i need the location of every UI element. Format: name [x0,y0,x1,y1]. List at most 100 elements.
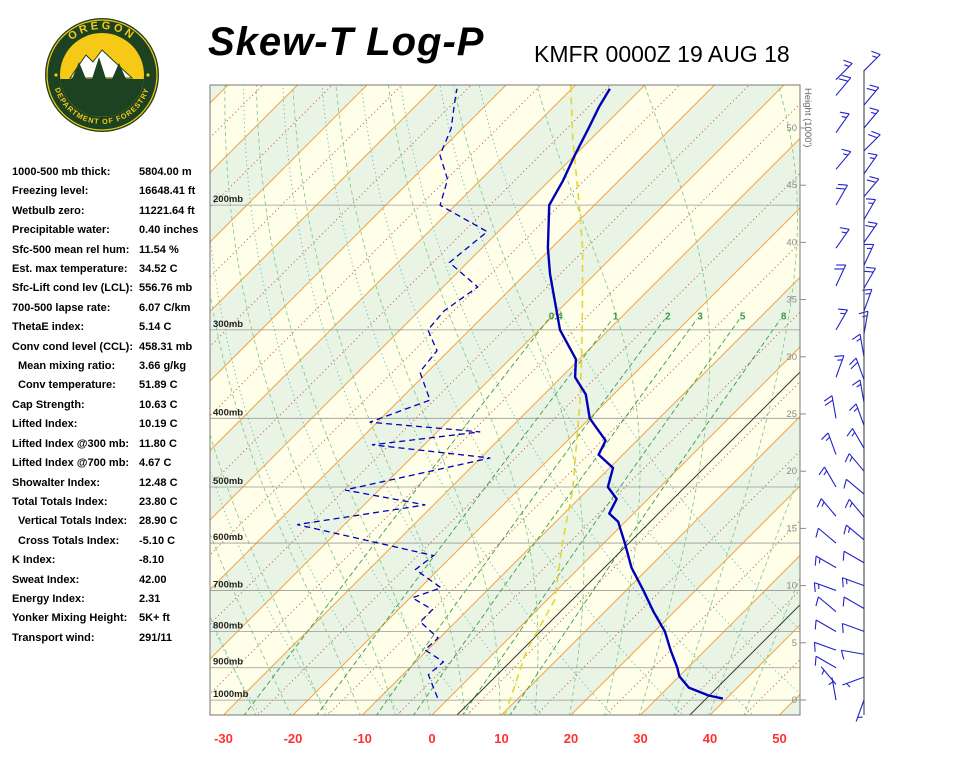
height-tick-label: 10 [786,581,797,592]
height-tick-label: 45 [786,180,797,191]
dry-adiabat [439,85,800,695]
index-row: Conv cond level (CCL): 458.31 mb [12,338,209,357]
wind-barb [814,619,837,632]
pressure-label: 200mb [213,194,243,205]
wind-barb [863,198,876,220]
index-value: 28.90 C [139,515,178,528]
index-label: Mean mixing ratio: [18,360,116,373]
isotherm [640,554,800,715]
logo-dot [54,73,58,77]
index-value: 291/11 [139,631,173,644]
pressure-label: 400mb [213,407,243,418]
mixing-ratio-line [316,319,613,715]
isotherm [210,85,437,313]
index-label: Precipitable water: [12,224,110,237]
moist-adiabat [743,577,800,715]
wind-barb [851,333,865,357]
wind-barb [821,432,837,455]
x-axis-label: -10 [353,731,372,746]
index-value: 51.89 C [139,379,178,392]
wind-barb [841,622,865,634]
tree-icon [92,57,106,79]
mixing-ratio-label: 1 [613,312,619,323]
pressure-label: 600mb [213,532,243,543]
index-label: Total Totals Index: [12,495,108,508]
wind-barb [840,649,865,660]
indices-panel: 1000-500 mb thick: 5804.00 m Freezing leve… [12,163,209,648]
index-value: 3.66 g/kg [139,360,187,373]
index-label: Wetbulb zero: [12,204,85,217]
wind-barb [858,310,869,335]
wind-barb [835,59,853,81]
moist-adiabat [673,85,798,715]
index-row: Vertical Totals Index: 28.90 C [12,512,209,531]
wind-barb [835,308,848,331]
index-label: ThetaE index: [12,321,85,334]
isotherm [362,276,800,715]
mixing-ratio-line [413,319,698,715]
index-row: Transport wind: 291/11 [12,629,209,648]
moist-adiabat [210,433,326,715]
dry-adiabat [400,85,754,715]
height-tick-label: 30 [786,352,797,363]
moist-adiabat [335,85,501,715]
index-value: 42.00 [139,573,167,586]
pressure-label: 300mb [213,319,243,330]
index-label: Sweat Index: [12,573,80,586]
index-row: Energy Index: 2.31 [12,590,209,609]
index-row: ThetaE index: 5.14 C [12,318,209,337]
index-row: Sweat Index: 42.00 [12,571,209,590]
dewpoint-trace [297,88,491,698]
wind-barb [855,699,865,722]
index-row: Est. max temperature: 34.52 C [12,260,209,279]
isotherm-band [779,694,800,715]
index-value: 5804.00 m [139,166,192,178]
x-axis-label: 50 [772,731,786,746]
wind-barb [863,84,880,106]
wind-barb [818,466,837,488]
height-tick-label: 40 [786,237,797,248]
temperature-trace [546,88,724,700]
wind-barb [816,498,837,517]
pressure-label: 900mb [213,657,243,668]
wind-barb [835,148,852,170]
wind-barb [842,596,865,609]
index-value: 34.52 C [139,263,178,276]
wind-barb [863,107,880,129]
odf-logo-seal: OREGON DEPARTMENT OF FORESTRY [45,18,159,132]
index-value: 5.14 C [139,321,172,334]
x-axis-label: 40 [703,731,717,746]
index-label: Est. max temperature: [12,263,128,276]
plot-border [209,84,801,716]
wind-barb [813,582,837,593]
index-label: 700-500 lapse rate: [12,301,111,314]
moist-adiabat [638,85,711,715]
index-row: Showalter Index: 12.48 C [12,474,209,493]
index-label: Lifted Index: [12,418,78,431]
wind-barb [820,666,837,685]
isotherm [210,85,646,521]
mixing-ratio-label: 8 [781,312,787,323]
wind-barb [835,227,850,249]
wind-barb [863,130,881,152]
index-row: 700-500 lapse rate: 6.07 C/km [12,299,209,318]
index-value: -8.10 [139,554,165,567]
pressure-label: 800mb [213,621,243,632]
x-axis-label: 20 [564,731,578,746]
wind-barb [843,524,865,541]
index-label: 1000-500 mb thick: [12,166,111,178]
x-axis-label: -20 [284,731,303,746]
pressure-label: 700mb [213,579,243,590]
logo-dot [146,73,150,77]
x-axis-label: 0 [428,731,435,746]
mixing-ratio-label: 5 [740,312,746,323]
isotherm [223,137,800,715]
parcel-curve [504,85,584,715]
height-scale-title: Height (1000') [802,88,813,147]
index-value: 10.63 C [139,398,178,411]
index-value: 0.40 inches [139,224,199,237]
reference-line [689,604,800,715]
reference-line [456,371,800,715]
plot-area: 0.4 1 2 3 5 8 [210,85,800,715]
